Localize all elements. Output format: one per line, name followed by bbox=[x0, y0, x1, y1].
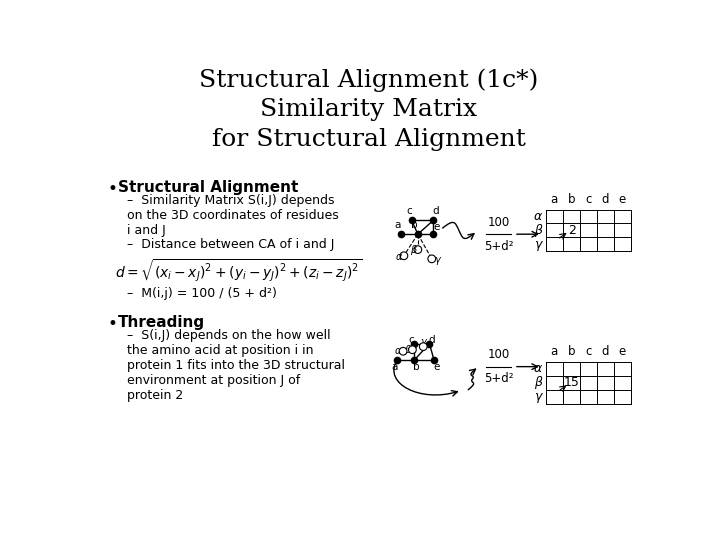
Text: c: c bbox=[585, 345, 592, 358]
Text: 2: 2 bbox=[568, 224, 576, 237]
Circle shape bbox=[419, 343, 427, 350]
Text: α: α bbox=[395, 346, 401, 356]
Text: a: a bbox=[395, 220, 401, 231]
Text: –  S(i,J) depends on the how well
the amino acid at position i in
protein 1 fits: – S(i,J) depends on the how well the ami… bbox=[127, 329, 345, 402]
Text: γ: γ bbox=[434, 255, 440, 265]
Text: d: d bbox=[432, 206, 439, 215]
Text: c: c bbox=[409, 335, 415, 345]
Text: –  Similarity Matrix S(i,J) depends
on the 3D coordinates of residues
i and J: – Similarity Matrix S(i,J) depends on th… bbox=[127, 194, 339, 237]
Text: β: β bbox=[534, 224, 542, 237]
Text: γ: γ bbox=[534, 238, 542, 251]
Text: –  Distance between CA of i and J: – Distance between CA of i and J bbox=[127, 238, 335, 251]
FancyArrowPatch shape bbox=[394, 361, 457, 396]
Text: c: c bbox=[406, 206, 412, 215]
Text: e: e bbox=[433, 362, 440, 372]
Text: α: α bbox=[534, 210, 542, 223]
Text: b: b bbox=[567, 193, 575, 206]
Text: d: d bbox=[602, 345, 609, 358]
Text: $d = \sqrt{(x_i - x_J)^2 + (y_i - y_J)^2 + (z_i - z_J)^2}$: $d = \sqrt{(x_i - x_J)^2 + (y_i - y_J)^2… bbox=[114, 257, 362, 284]
Text: a: a bbox=[392, 362, 397, 372]
Circle shape bbox=[399, 347, 407, 355]
Text: e: e bbox=[433, 222, 440, 232]
Text: 100: 100 bbox=[487, 348, 510, 361]
Text: •: • bbox=[107, 315, 117, 333]
Text: d: d bbox=[602, 193, 609, 206]
Text: β: β bbox=[410, 245, 416, 255]
Text: α: α bbox=[534, 362, 542, 375]
Text: β: β bbox=[534, 376, 542, 389]
Text: γ: γ bbox=[420, 337, 426, 347]
Text: b: b bbox=[413, 362, 420, 372]
Text: 100: 100 bbox=[487, 216, 510, 229]
Text: 15: 15 bbox=[564, 376, 580, 389]
Text: Structural Alignment (1c*)
Similarity Matrix
for Structural Alignment: Structural Alignment (1c*) Similarity Ma… bbox=[199, 69, 539, 151]
FancyArrowPatch shape bbox=[443, 222, 474, 239]
Text: α: α bbox=[396, 252, 402, 261]
Text: d: d bbox=[428, 335, 435, 345]
Circle shape bbox=[414, 246, 422, 253]
Text: γ: γ bbox=[534, 390, 542, 403]
Text: a: a bbox=[551, 193, 558, 206]
Circle shape bbox=[408, 346, 416, 354]
Text: a: a bbox=[551, 345, 558, 358]
Text: e: e bbox=[618, 193, 626, 206]
Text: b: b bbox=[567, 345, 575, 358]
Text: Threading: Threading bbox=[118, 315, 205, 330]
Circle shape bbox=[428, 255, 436, 262]
Text: 5+d²: 5+d² bbox=[484, 372, 513, 385]
Text: c: c bbox=[585, 193, 592, 206]
Text: Structural Alignment: Structural Alignment bbox=[118, 180, 298, 195]
Text: e: e bbox=[618, 345, 626, 358]
Text: –  M(i,j) = 100 / (5 + d²): – M(i,j) = 100 / (5 + d²) bbox=[127, 287, 277, 300]
Text: •: • bbox=[107, 180, 117, 198]
Text: b: b bbox=[411, 220, 418, 231]
Circle shape bbox=[400, 252, 408, 260]
Text: 5+d²: 5+d² bbox=[484, 240, 513, 253]
FancyArrowPatch shape bbox=[468, 369, 475, 390]
Text: β: β bbox=[404, 345, 410, 355]
